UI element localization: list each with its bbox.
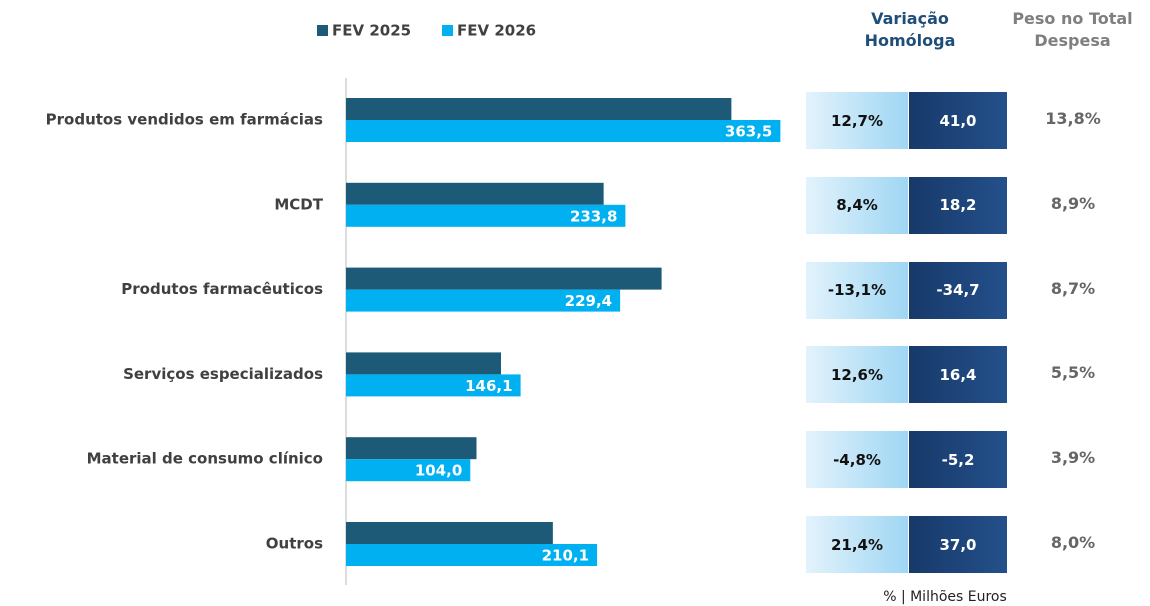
bar bbox=[346, 522, 553, 544]
bar bbox=[346, 459, 471, 482]
change-pct-cell: 12,6% bbox=[806, 346, 908, 404]
change-pct-cell: 8,4% bbox=[806, 176, 908, 234]
legend-swatch bbox=[317, 25, 328, 36]
value-label: 233,8 bbox=[570, 207, 617, 225]
weight-cell: 8,0% bbox=[1050, 533, 1096, 552]
bar bbox=[346, 98, 732, 120]
note: % | Milhões Euros bbox=[883, 589, 1007, 605]
bar bbox=[346, 204, 626, 227]
change-pct-cell: -13,1% bbox=[806, 261, 908, 319]
bar bbox=[346, 374, 521, 397]
value-label: 363,5 bbox=[725, 123, 772, 141]
category-label: Serviços especializados bbox=[123, 365, 323, 383]
value-label: 210,1 bbox=[542, 547, 589, 565]
change-pct-cell: 12,7% bbox=[806, 92, 908, 149]
bar bbox=[346, 120, 781, 142]
category-label: Produtos vendidos em farmácias bbox=[46, 111, 323, 129]
bar bbox=[346, 437, 477, 460]
category-label: Material de consumo clínico bbox=[87, 450, 323, 468]
category-label: Produtos farmacêuticos bbox=[121, 280, 323, 298]
change-pct-cell: 21,4% bbox=[806, 516, 908, 573]
category-label: Outros bbox=[266, 535, 323, 553]
legend-label: FEV 2025 bbox=[332, 22, 411, 40]
weight-cell: 8,7% bbox=[1050, 278, 1096, 298]
header-change: Variação Homóloga bbox=[864, 9, 956, 50]
bar bbox=[346, 182, 604, 205]
weight-cell: 13,8% bbox=[1045, 109, 1101, 128]
change-abs-cell: 41,0 bbox=[909, 92, 1007, 149]
header-weight: Peso no Total Despesa bbox=[1012, 9, 1133, 50]
weight-cell: 8,9% bbox=[1050, 193, 1096, 213]
weight-cell: 3,9% bbox=[1050, 448, 1096, 468]
bar bbox=[346, 289, 621, 312]
change-abs-cell: 16,4 bbox=[909, 346, 1007, 404]
legend-swatch bbox=[442, 25, 453, 36]
bar bbox=[346, 544, 598, 566]
weight-cell: 5,5% bbox=[1050, 363, 1096, 383]
value-label: 229,4 bbox=[565, 292, 612, 310]
change-pct-cell: -4,8% bbox=[806, 431, 908, 489]
change-abs-cell: -5,2 bbox=[909, 431, 1007, 489]
bar bbox=[346, 352, 501, 375]
category-label: MCDT bbox=[274, 195, 323, 213]
change-abs-cell: -34,7 bbox=[909, 261, 1007, 319]
value-label: 146,1 bbox=[465, 377, 512, 395]
change-abs-cell: 18,2 bbox=[909, 176, 1007, 234]
value-label: 104,0 bbox=[415, 462, 462, 480]
legend-label: FEV 2026 bbox=[457, 22, 536, 40]
bar bbox=[346, 267, 662, 290]
change-abs-cell: 37,0 bbox=[909, 516, 1007, 573]
